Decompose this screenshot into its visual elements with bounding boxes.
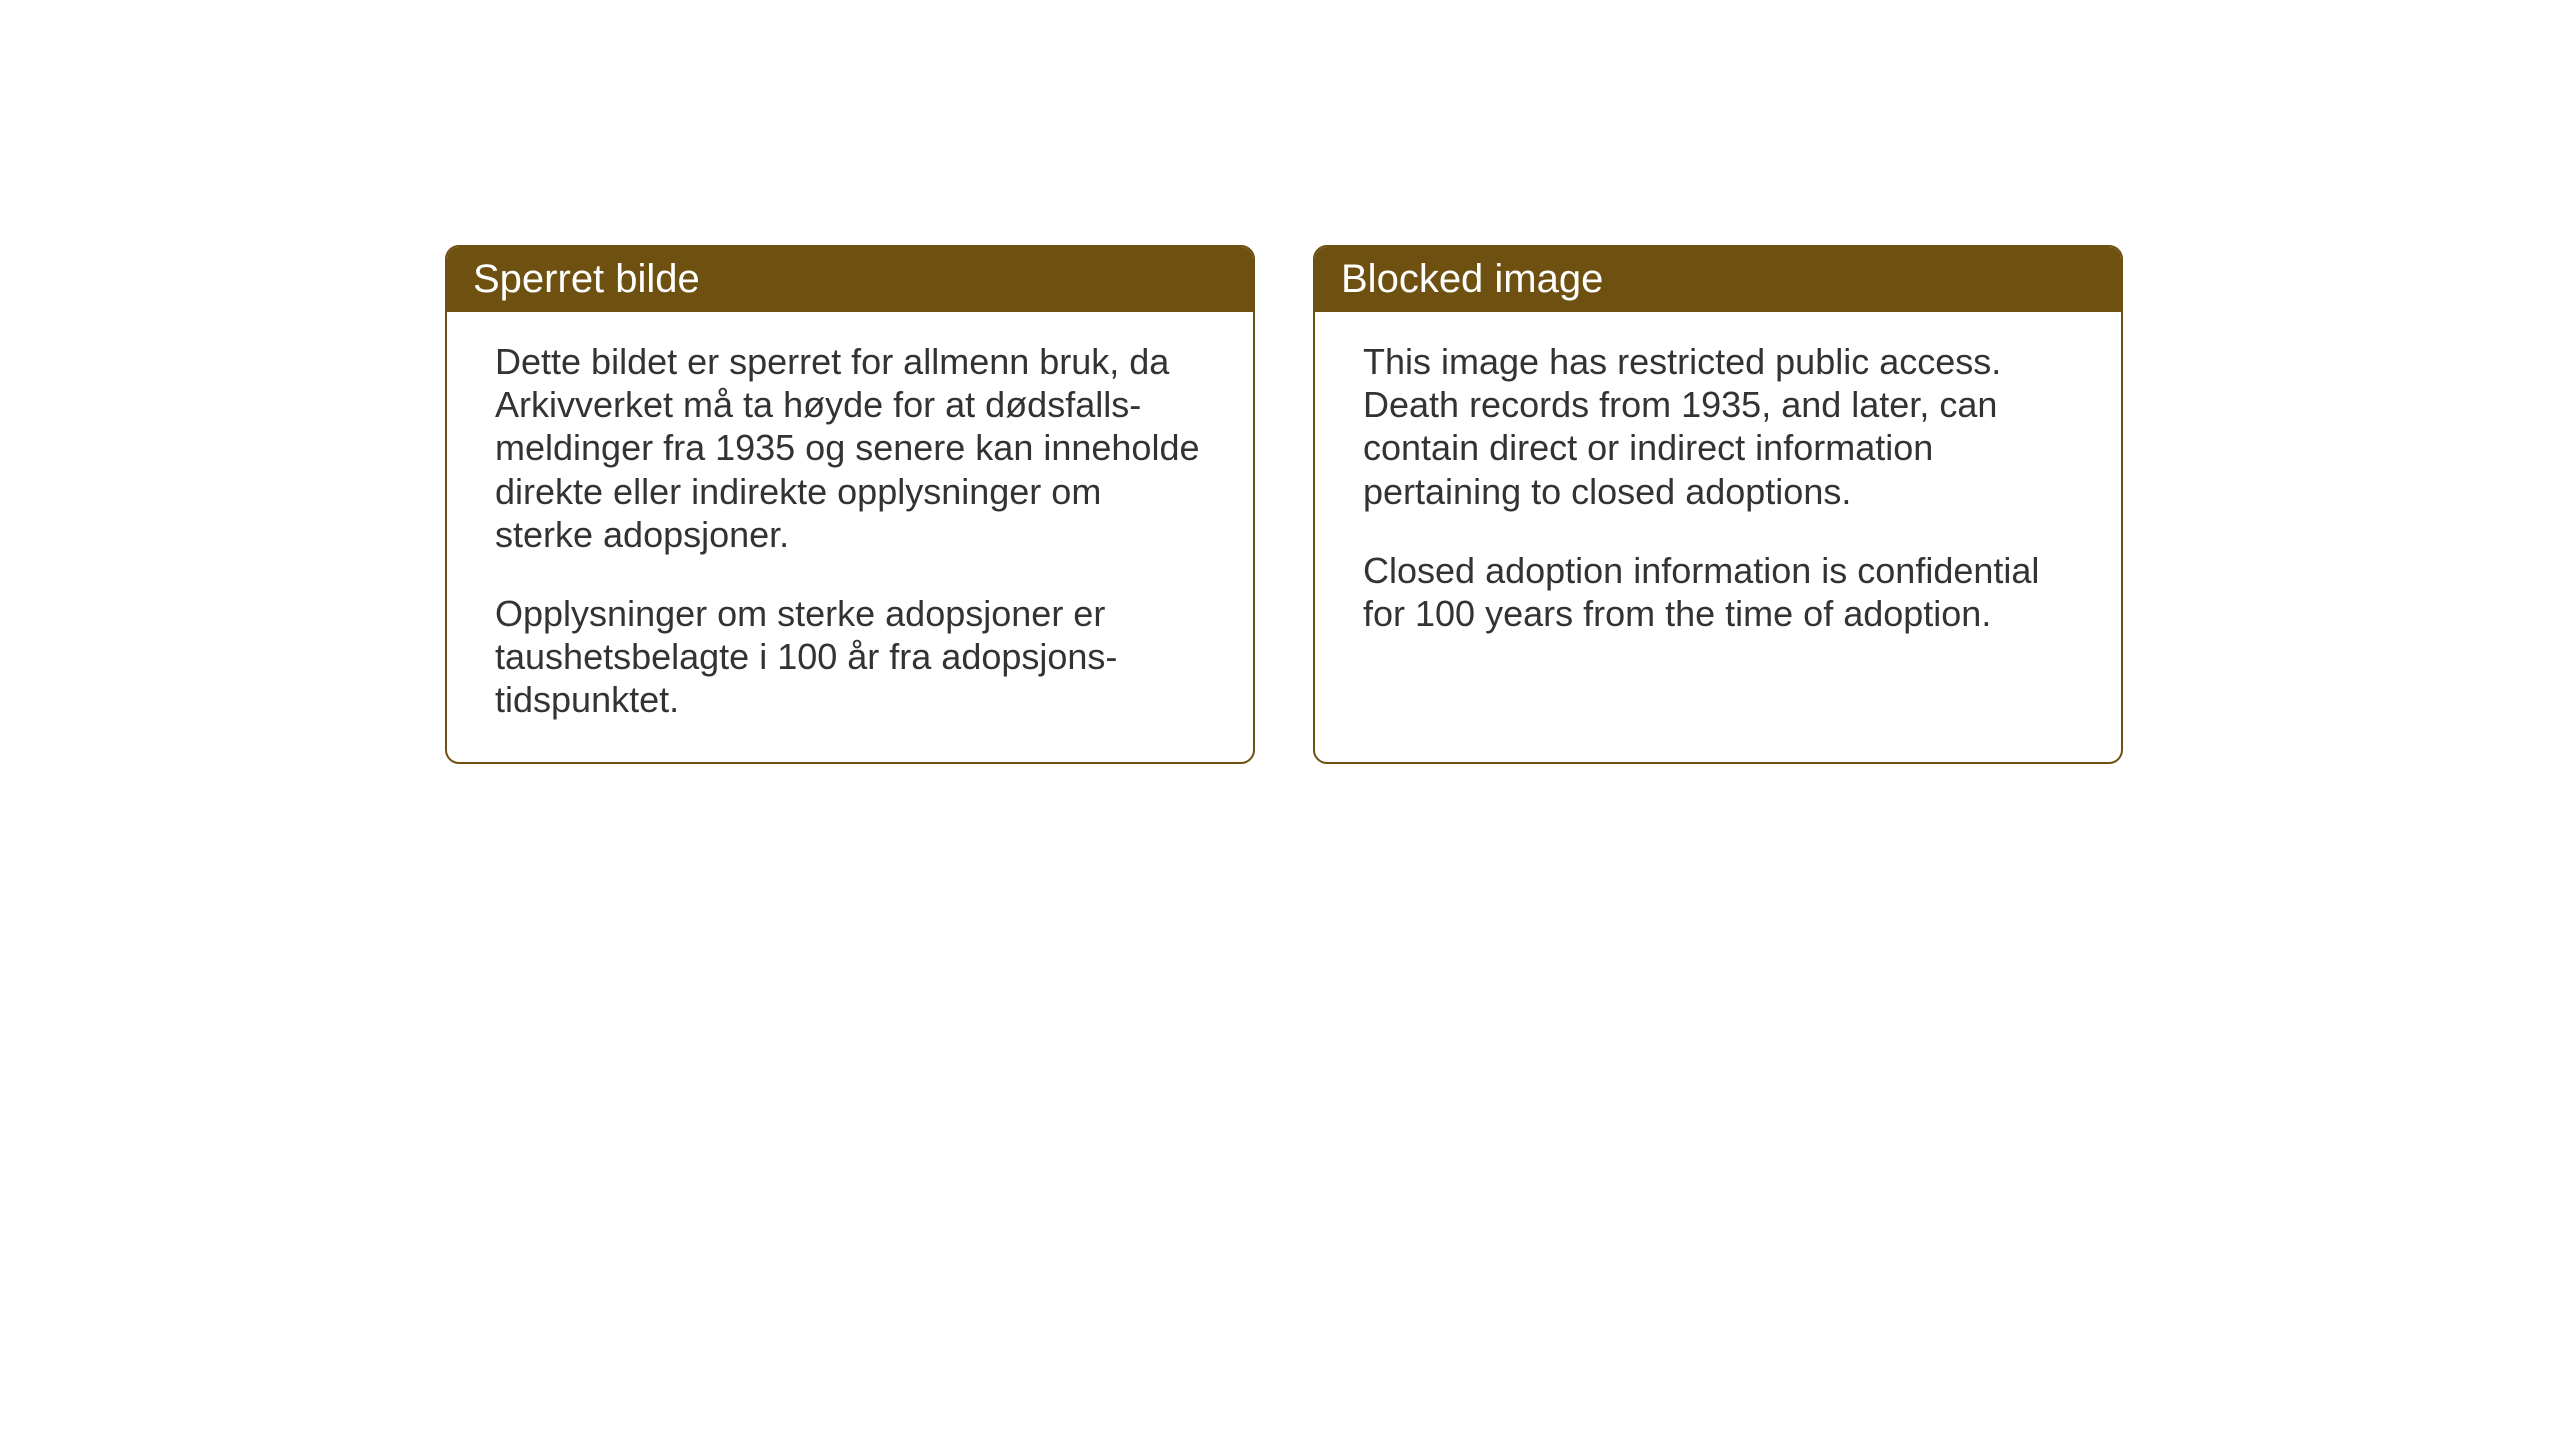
cards-container: Sperret bilde Dette bildet er sperret fo… — [445, 245, 2123, 764]
card-title-norwegian: Sperret bilde — [473, 257, 700, 301]
card-english: Blocked image This image has restricted … — [1313, 245, 2123, 764]
card-paragraph-1-english: This image has restricted public access.… — [1363, 340, 2073, 513]
card-body-norwegian: Dette bildet er sperret for allmenn bruk… — [447, 312, 1253, 762]
card-norwegian: Sperret bilde Dette bildet er sperret fo… — [445, 245, 1255, 764]
card-header-english: Blocked image — [1315, 247, 2121, 312]
card-paragraph-2-english: Closed adoption information is confident… — [1363, 549, 2073, 635]
card-paragraph-2-norwegian: Opplysninger om sterke adopsjoner er tau… — [495, 592, 1205, 722]
card-header-norwegian: Sperret bilde — [447, 247, 1253, 312]
card-paragraph-1-norwegian: Dette bildet er sperret for allmenn bruk… — [495, 340, 1205, 556]
card-body-english: This image has restricted public access.… — [1315, 312, 2121, 675]
card-title-english: Blocked image — [1341, 257, 1603, 301]
